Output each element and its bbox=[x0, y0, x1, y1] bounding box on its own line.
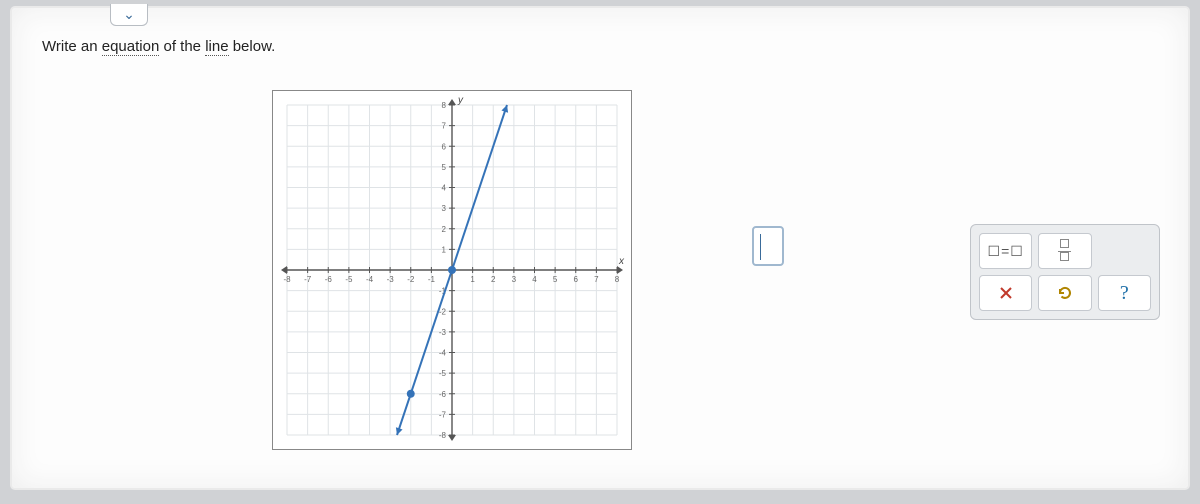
question-word-line: line bbox=[205, 38, 228, 56]
question-prefix: Write an bbox=[42, 38, 102, 55]
svg-text:-8: -8 bbox=[283, 275, 291, 284]
svg-text:5: 5 bbox=[442, 163, 447, 172]
svg-text:3: 3 bbox=[442, 204, 447, 213]
svg-text:4: 4 bbox=[442, 184, 447, 193]
question-mid: of the bbox=[159, 38, 205, 55]
svg-text:-5: -5 bbox=[439, 369, 447, 378]
svg-text:5: 5 bbox=[553, 275, 558, 284]
svg-text:-1: -1 bbox=[428, 275, 436, 284]
svg-text:2: 2 bbox=[491, 275, 496, 284]
svg-text:-6: -6 bbox=[439, 390, 447, 399]
equation-template-label: ☐=☐ bbox=[988, 243, 1024, 260]
question-text: Write an equation of the line below. bbox=[42, 38, 1168, 55]
svg-text:-2: -2 bbox=[407, 275, 415, 284]
svg-text:-6: -6 bbox=[325, 275, 333, 284]
equation-template-button[interactable]: ☐=☐ bbox=[979, 233, 1032, 269]
help-button[interactable]: ? bbox=[1098, 275, 1151, 311]
svg-text:x: x bbox=[618, 256, 625, 267]
chevron-down-icon: ⌄ bbox=[123, 6, 135, 23]
page-container: ⌄ Write an equation of the line below. -… bbox=[12, 8, 1188, 488]
svg-text:y: y bbox=[457, 95, 464, 106]
help-icon: ? bbox=[1120, 282, 1129, 305]
graph-svg: -8-7-6-5-4-3-2-112345678-8-7-6-5-4-3-2-1… bbox=[273, 91, 631, 449]
svg-text:6: 6 bbox=[574, 275, 579, 284]
close-icon bbox=[998, 285, 1014, 301]
svg-text:6: 6 bbox=[442, 142, 447, 151]
svg-text:-3: -3 bbox=[387, 275, 395, 284]
svg-text:-4: -4 bbox=[366, 275, 374, 284]
svg-text:8: 8 bbox=[615, 275, 620, 284]
svg-text:-4: -4 bbox=[439, 349, 447, 358]
graph: -8-7-6-5-4-3-2-112345678-8-7-6-5-4-3-2-1… bbox=[272, 90, 632, 450]
clear-button[interactable] bbox=[979, 275, 1032, 311]
svg-text:-7: -7 bbox=[304, 275, 312, 284]
svg-text:-7: -7 bbox=[439, 410, 447, 419]
toolbox: ☐=☐ ? bbox=[970, 224, 1160, 320]
svg-text:3: 3 bbox=[512, 275, 517, 284]
svg-text:7: 7 bbox=[594, 275, 599, 284]
reset-button[interactable] bbox=[1038, 275, 1091, 311]
undo-icon bbox=[1056, 284, 1074, 302]
svg-text:1: 1 bbox=[470, 275, 475, 284]
fraction-template-button[interactable] bbox=[1038, 233, 1091, 269]
svg-text:4: 4 bbox=[532, 275, 537, 284]
question-word-equation: equation bbox=[102, 38, 160, 56]
text-cursor bbox=[760, 234, 761, 260]
svg-text:8: 8 bbox=[442, 101, 447, 110]
svg-text:-3: -3 bbox=[439, 328, 447, 337]
svg-text:2: 2 bbox=[442, 225, 447, 234]
question-suffix: below. bbox=[229, 38, 276, 55]
svg-text:-5: -5 bbox=[345, 275, 353, 284]
fraction-icon bbox=[1058, 239, 1071, 264]
svg-text:7: 7 bbox=[442, 122, 447, 131]
answer-input[interactable] bbox=[752, 226, 784, 266]
dropdown-tab[interactable]: ⌄ bbox=[110, 4, 148, 26]
svg-text:-8: -8 bbox=[439, 431, 447, 440]
svg-text:1: 1 bbox=[442, 245, 447, 254]
